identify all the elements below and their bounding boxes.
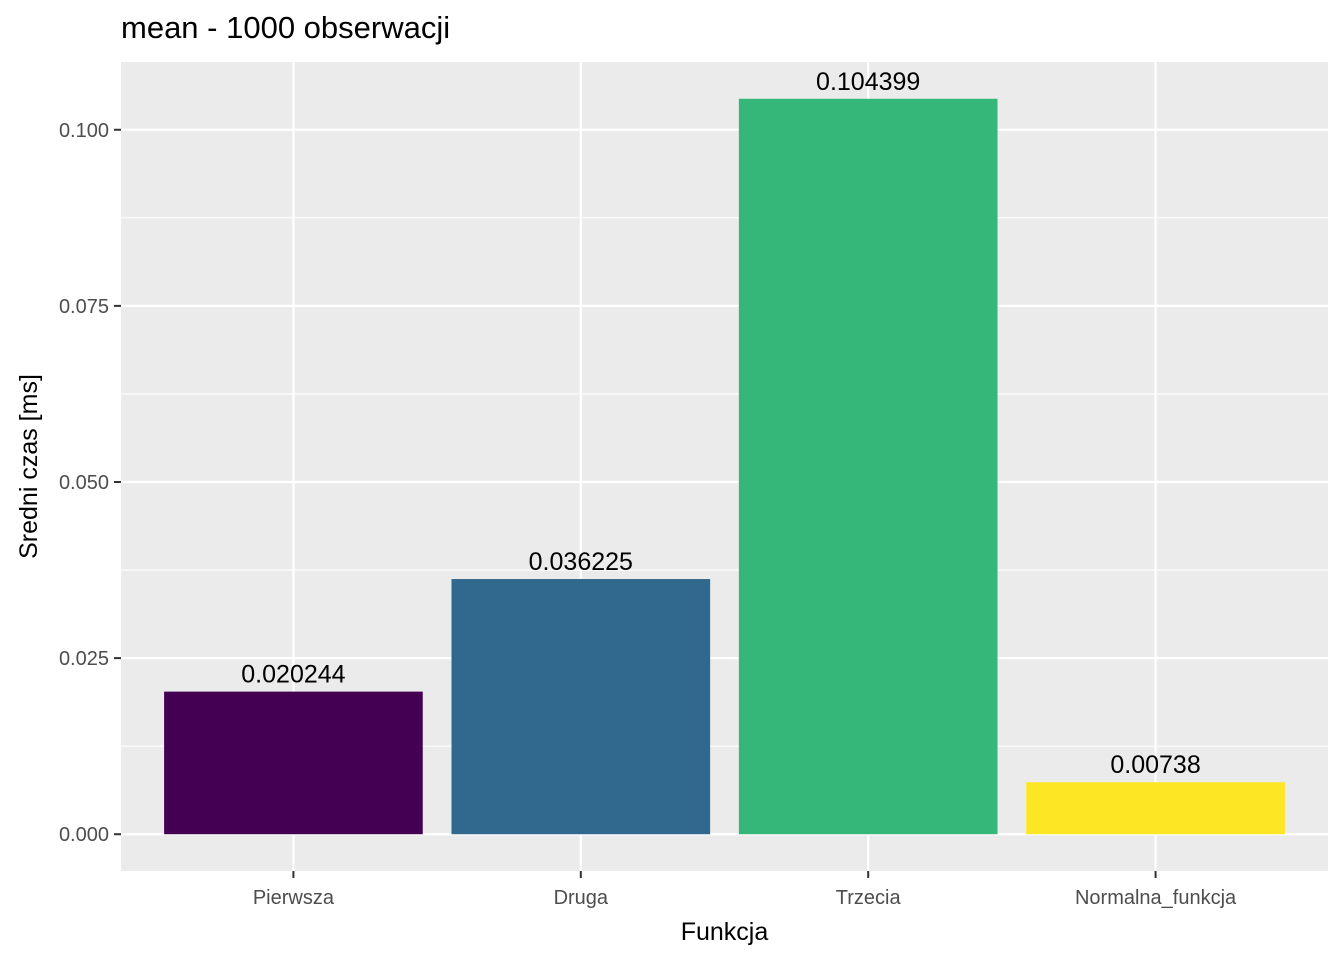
x-axis: Pierwsza Druga Trzecia Normalna_funkcja: [253, 871, 1237, 909]
x-tick-label: Trzecia: [836, 887, 902, 909]
bar-normalna-funkcja: [1026, 782, 1285, 835]
bar-value-label: 0.020244: [241, 661, 345, 689]
y-tick-label: 0.000: [59, 824, 109, 846]
y-tick-label: 0.075: [59, 296, 109, 318]
y-axis: 0.000 0.025 0.050 0.075 0.100: [59, 120, 121, 846]
y-tick-label: 0.025: [59, 648, 109, 670]
bar-trzecia: [738, 98, 998, 835]
x-axis-title: Funkcja: [681, 918, 769, 946]
y-tick-label: 0.050: [59, 472, 109, 494]
bar-pierwsza: [164, 691, 423, 835]
x-tick-label: Druga: [554, 887, 609, 909]
bars: [164, 98, 1285, 835]
x-tick-label: Normalna_funkcja: [1075, 887, 1237, 909]
bar-labels: 0.020244 0.036225 0.104399 0.00738: [241, 68, 1200, 779]
bar-druga: [451, 579, 711, 835]
bar-value-label: 0.036225: [529, 548, 633, 576]
chart-title: mean - 1000 obserwacji: [121, 10, 451, 45]
y-tick-label: 0.100: [59, 120, 109, 142]
bar-value-label: 0.104399: [816, 68, 920, 96]
bar-value-label: 0.00738: [1110, 751, 1200, 779]
y-axis-title: Sredni czas [ms]: [15, 374, 43, 559]
x-tick-label: Pierwsza: [253, 887, 335, 909]
